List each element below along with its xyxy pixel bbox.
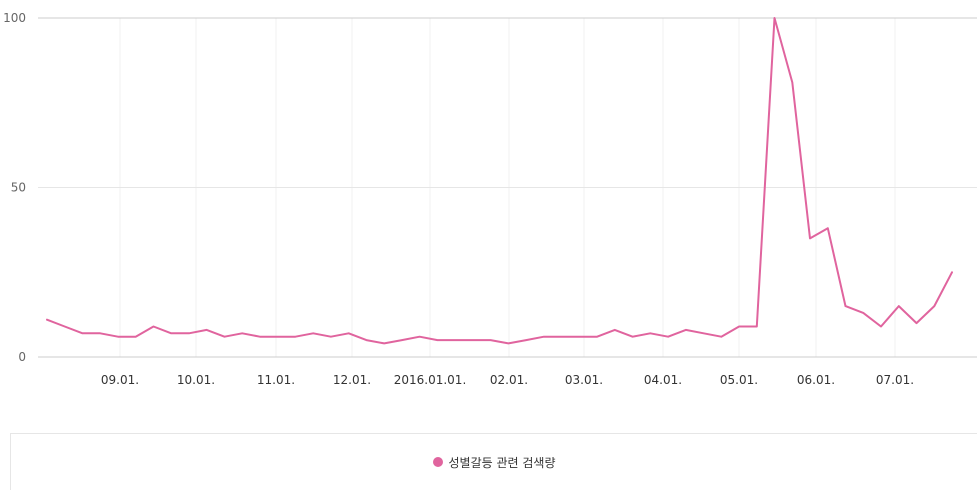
data-point[interactable] [736,323,742,329]
data-point[interactable] [789,79,795,85]
data-point[interactable] [452,337,458,343]
data-point[interactable] [825,225,831,231]
y-tick-label: 50 [11,181,26,195]
data-point[interactable] [204,327,210,333]
x-tick-label: 12.01. [333,373,371,387]
data-point[interactable] [470,337,476,343]
data-point[interactable] [772,15,778,21]
data-point[interactable] [363,337,369,343]
x-tick-label: 07.01. [876,373,914,387]
data-point[interactable] [612,327,618,333]
data-point[interactable] [807,235,813,241]
data-point[interactable] [79,330,85,336]
data-point[interactable] [718,334,724,340]
data-point[interactable] [133,334,139,340]
data-point[interactable] [186,330,192,336]
data-point[interactable] [931,303,937,309]
x-tick-label: 2016.01.01. [394,373,467,387]
data-point[interactable] [417,334,423,340]
data-point[interactable] [62,323,68,329]
data-point[interactable] [878,323,884,329]
data-point[interactable] [754,323,760,329]
data-point[interactable] [505,340,511,346]
data-point[interactable] [665,334,671,340]
data-point[interactable] [346,330,352,336]
data-point[interactable] [399,337,405,343]
data-point[interactable] [150,323,156,329]
x-tick-label: 09.01. [101,373,139,387]
data-point[interactable] [381,340,387,346]
data-point[interactable] [221,334,227,340]
legend: 성별갈등 관련 검색량 [10,433,977,490]
legend-item[interactable]: 성별갈등 관련 검색량 [432,454,556,471]
series-line[interactable] [46,17,953,345]
axis-layer: 0 50 100 09.01. 10.01. 11.01. 12.01. 2016.01.01… [3,11,914,387]
data-point[interactable] [701,330,707,336]
data-point[interactable] [434,337,440,343]
y-tick-label: 100 [3,11,26,25]
data-point[interactable] [523,337,529,343]
data-point[interactable] [115,334,121,340]
data-point[interactable] [896,303,902,309]
data-point[interactable] [559,334,565,340]
data-point[interactable] [630,334,636,340]
data-point[interactable] [647,330,653,336]
data-point[interactable] [310,330,316,336]
x-tick-label: 04.01. [644,373,682,387]
data-point[interactable] [97,330,103,336]
data-point[interactable] [860,310,866,316]
line-chart: 0 50 100 09.01. 10.01. 11.01. 12.01. 2016.01.01… [3,11,977,387]
data-point[interactable] [275,334,281,340]
grid-layer [38,17,977,358]
data-point[interactable] [914,320,920,326]
data-point[interactable] [843,303,849,309]
data-point[interactable] [683,327,689,333]
x-tick-label: 05.01. [720,373,758,387]
data-point[interactable] [488,337,494,343]
y-tick-label: 0 [18,350,26,364]
data-point[interactable] [541,334,547,340]
legend-label: 성별갈등 관련 검색량 [448,455,556,470]
data-point[interactable] [949,269,955,275]
x-tick-label: 03.01. [565,373,603,387]
data-point[interactable] [44,317,50,323]
data-point[interactable] [257,334,263,340]
data-point[interactable] [594,334,600,340]
data-point[interactable] [328,334,334,340]
x-tick-label: 10.01. [177,373,215,387]
series-layer [44,15,955,346]
data-point[interactable] [576,334,582,340]
data-point[interactable] [292,334,298,340]
x-tick-label: 11.01. [257,373,295,387]
data-point[interactable] [168,330,174,336]
x-tick-label: 06.01. [797,373,835,387]
data-point[interactable] [239,330,245,336]
legend-marker-icon [432,457,443,467]
x-tick-label: 02.01. [490,373,528,387]
